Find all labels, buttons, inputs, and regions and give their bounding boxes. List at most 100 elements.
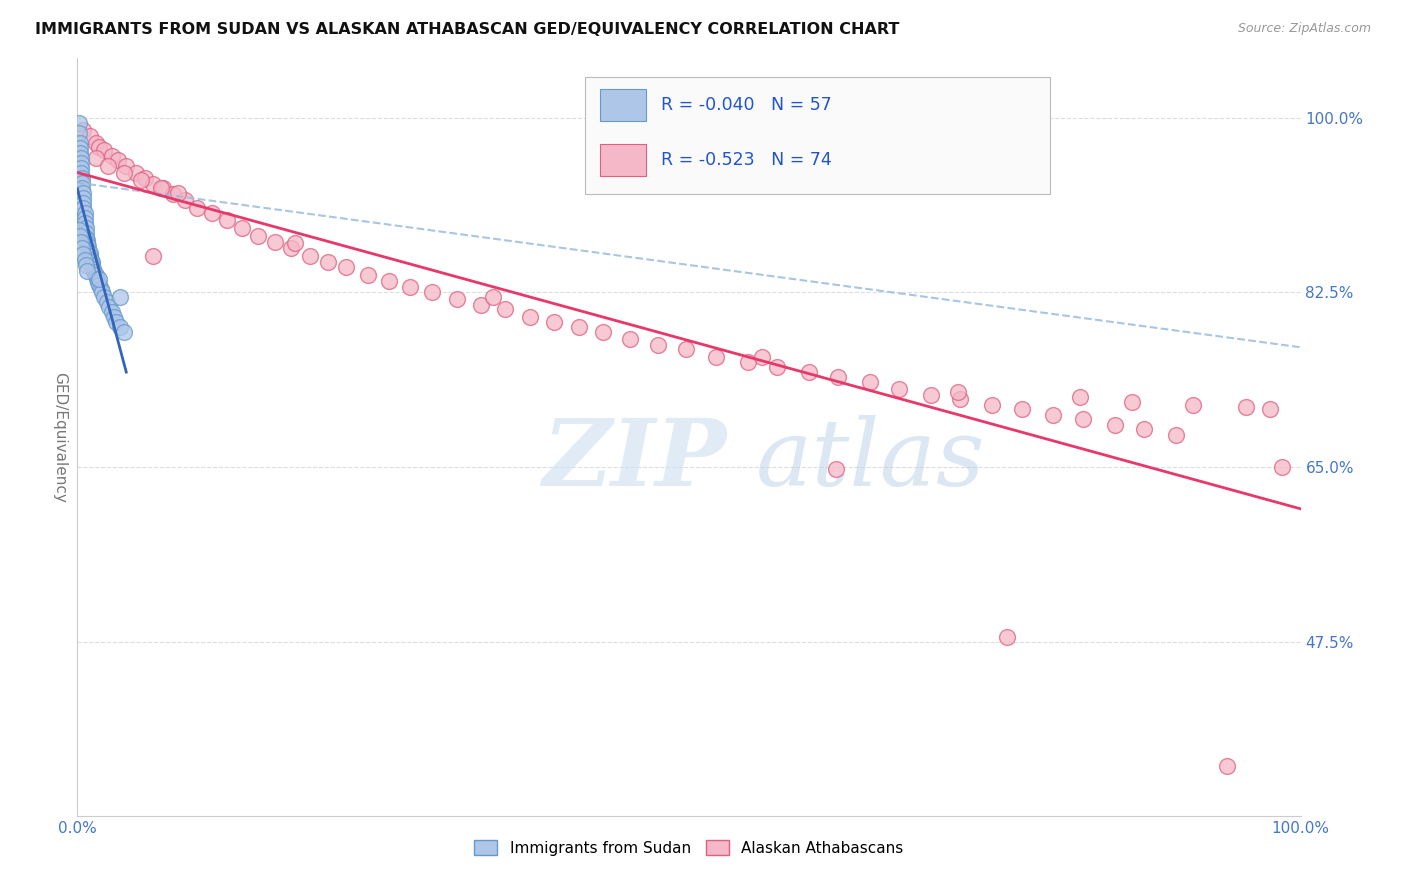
Point	[264, 235, 287, 249]
Point	[568, 320, 591, 334]
Text: IMMIGRANTS FROM SUDAN VS ALASKAN ATHABASCAN GED/EQUIVALENCY CORRELATION CHART: IMMIGRANTS FROM SUDAN VS ALASKAN ATHABAS…	[35, 22, 900, 37]
Point	[70, 161, 93, 175]
Point	[112, 166, 135, 180]
Point	[93, 290, 115, 304]
Point	[98, 301, 121, 315]
Point	[72, 186, 94, 200]
Point	[704, 351, 727, 365]
Point	[77, 238, 100, 252]
Point	[134, 170, 156, 185]
Point	[174, 193, 197, 207]
Point	[1042, 408, 1064, 422]
Point	[100, 305, 122, 319]
Point	[75, 220, 97, 235]
Point	[90, 282, 112, 296]
Point	[335, 260, 357, 275]
Point	[766, 360, 789, 375]
Point	[67, 126, 90, 140]
Point	[125, 166, 148, 180]
Point	[70, 151, 93, 165]
Point	[115, 159, 138, 173]
Legend: Immigrants from Sudan, Alaskan Athabascans: Immigrants from Sudan, Alaskan Athabasca…	[468, 833, 910, 862]
Point	[1271, 460, 1294, 475]
Point	[519, 310, 541, 325]
Point	[1216, 759, 1239, 773]
Point	[399, 280, 422, 294]
Point	[129, 172, 152, 186]
Point	[280, 240, 302, 254]
Point	[93, 143, 115, 157]
Point	[675, 343, 697, 357]
Point	[149, 180, 172, 194]
Text: atlas: atlas	[756, 415, 986, 505]
Point	[76, 264, 98, 278]
Point	[89, 272, 111, 286]
Point	[284, 235, 307, 250]
Point	[1104, 418, 1126, 433]
Point	[75, 226, 97, 240]
Point	[142, 248, 165, 262]
Point	[70, 180, 93, 194]
Point	[995, 630, 1018, 644]
Point	[859, 375, 882, 389]
Point	[103, 310, 125, 325]
Point	[96, 295, 118, 310]
Text: R = -0.523   N = 74: R = -0.523 N = 74	[661, 152, 831, 169]
Point	[87, 276, 110, 290]
Point	[70, 235, 93, 249]
Point	[73, 205, 96, 219]
Point	[420, 285, 443, 300]
Point	[70, 240, 93, 254]
Point	[298, 248, 321, 262]
Point	[162, 186, 184, 201]
Y-axis label: GED/Equivalency: GED/Equivalency	[52, 372, 67, 502]
Point	[186, 201, 208, 215]
Point	[112, 326, 135, 340]
Point	[215, 212, 238, 227]
Point	[1133, 422, 1156, 436]
Point	[84, 136, 107, 150]
Point	[72, 195, 94, 210]
Text: Source: ZipAtlas.com: Source: ZipAtlas.com	[1237, 22, 1371, 36]
Point	[1071, 412, 1094, 426]
Point	[75, 259, 97, 273]
Point	[247, 228, 270, 243]
Point	[827, 370, 849, 384]
Point	[72, 191, 94, 205]
Point	[797, 365, 820, 379]
Point	[920, 388, 942, 402]
FancyBboxPatch shape	[599, 89, 647, 121]
Text: R = -0.040   N = 57: R = -0.040 N = 57	[661, 96, 831, 114]
Point	[647, 338, 669, 352]
Point	[73, 252, 96, 267]
Point	[84, 151, 107, 165]
Point	[166, 186, 188, 200]
Point	[84, 268, 107, 283]
Point	[75, 230, 97, 244]
Point	[201, 205, 224, 219]
Point	[80, 259, 103, 273]
Point	[67, 116, 90, 130]
Text: ZIP: ZIP	[543, 415, 727, 505]
Point	[105, 315, 128, 329]
Point	[83, 265, 105, 279]
Point	[543, 315, 565, 329]
Point	[619, 332, 641, 346]
Point	[90, 285, 112, 300]
Point	[69, 228, 91, 243]
Point	[76, 235, 98, 250]
Point	[82, 262, 104, 277]
Point	[889, 382, 911, 396]
Point	[737, 355, 759, 369]
FancyBboxPatch shape	[599, 144, 647, 176]
Point	[89, 140, 111, 154]
Point	[949, 392, 972, 407]
Point	[86, 272, 108, 286]
Point	[1258, 402, 1281, 417]
Point	[142, 177, 165, 191]
Point	[981, 398, 1004, 412]
Point	[72, 123, 94, 137]
Point	[152, 180, 174, 194]
Point	[69, 145, 91, 160]
Point	[73, 211, 96, 225]
